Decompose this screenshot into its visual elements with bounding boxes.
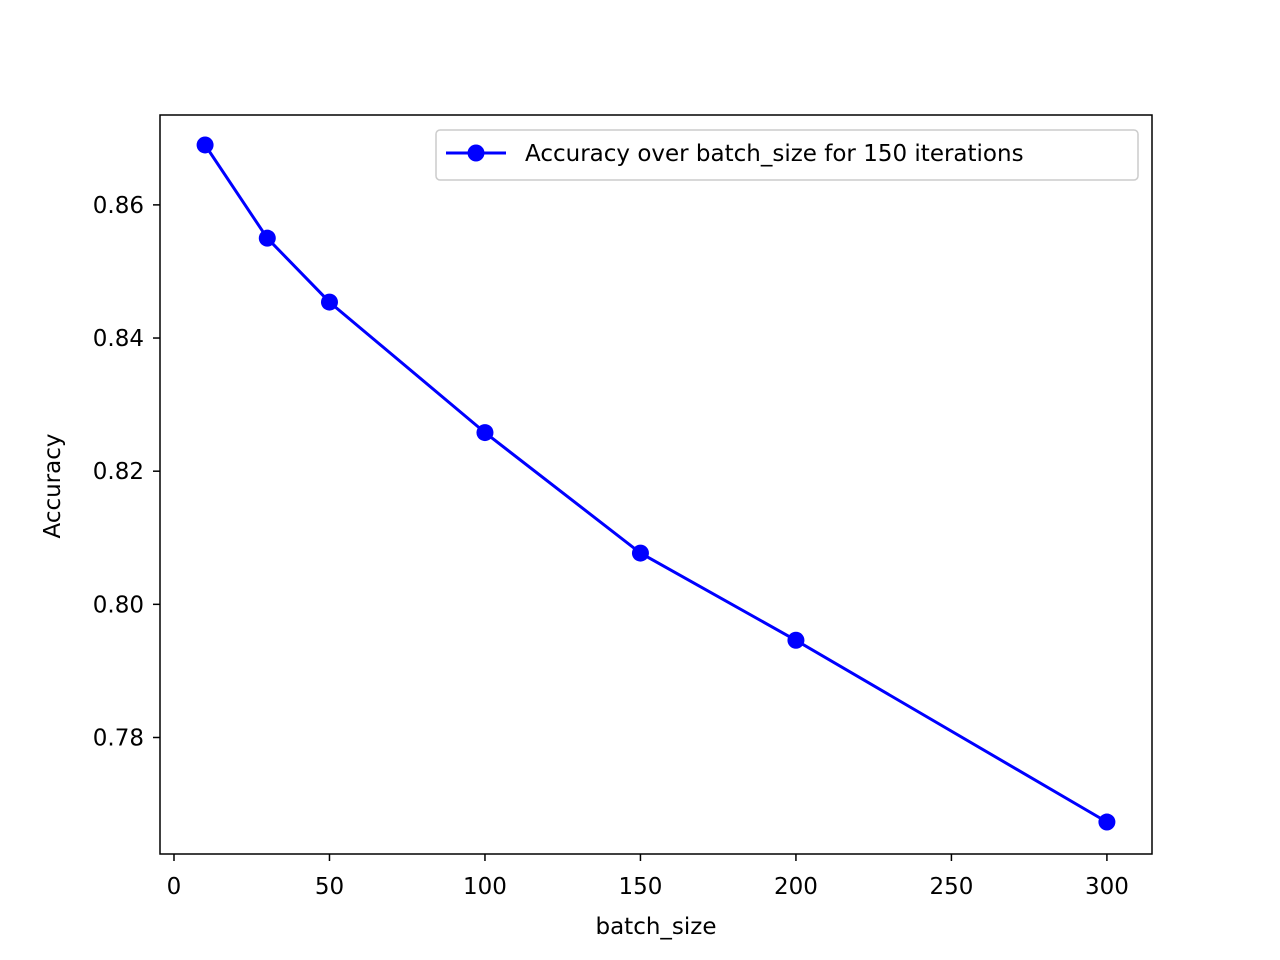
y-tick-label: 0.80 xyxy=(93,592,144,618)
x-tick-label: 100 xyxy=(463,874,507,900)
y-tick-label: 0.84 xyxy=(93,326,144,352)
legend-marker-sample xyxy=(467,144,485,162)
x-tick-label: 50 xyxy=(315,874,344,900)
data-point xyxy=(258,229,276,247)
x-tick-label: 250 xyxy=(929,874,973,900)
data-point xyxy=(1098,813,1116,831)
x-axis-label: batch_size xyxy=(595,914,716,940)
y-axis-ticks: 0.78 0.80 0.82 0.84 0.86 xyxy=(93,193,160,751)
data-point xyxy=(320,293,338,311)
series-layer xyxy=(196,136,1116,831)
legend-box xyxy=(435,129,1139,181)
data-point xyxy=(787,631,805,649)
x-tick-label: 200 xyxy=(774,874,818,900)
y-tick-label: 0.82 xyxy=(93,459,144,485)
data-point xyxy=(196,136,214,154)
y-tick-label: 0.86 xyxy=(93,193,144,219)
plot-frame xyxy=(159,114,1153,855)
y-axis-label: Accuracy xyxy=(40,433,66,538)
x-tick-label: 300 xyxy=(1085,874,1129,900)
y-tick-label: 0.78 xyxy=(93,725,144,751)
x-tick-label: 0 xyxy=(167,874,182,900)
x-axis-ticks: 0 50 100 150 200 250 300 xyxy=(167,854,1129,900)
data-point xyxy=(631,544,649,562)
legend-label: Accuracy over batch_size for 150 iterati… xyxy=(525,141,1024,167)
data-point xyxy=(476,424,494,442)
x-tick-label: 150 xyxy=(618,874,662,900)
legend: Accuracy over batch_size for 150 iterati… xyxy=(435,129,1139,181)
plot-area xyxy=(160,115,1152,854)
